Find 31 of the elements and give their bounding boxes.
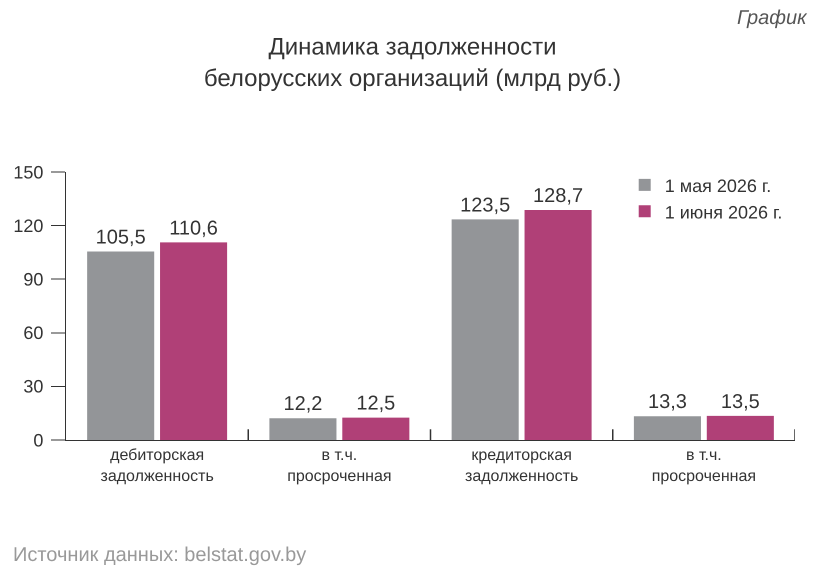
y-tick-label: 120 xyxy=(13,216,44,236)
data-label: 13,3 xyxy=(648,391,687,414)
bar xyxy=(269,418,336,440)
data-label: 12,5 xyxy=(356,392,396,415)
x-tick-label: в т.ч. просроченная xyxy=(652,447,756,485)
bar xyxy=(452,219,519,440)
bar xyxy=(87,252,154,440)
x-tick-label: в т.ч. просроченная xyxy=(287,447,392,485)
bar xyxy=(342,418,410,440)
text: Источник данных: belstat.gov.by xyxy=(13,544,306,566)
data-label: 128,7 xyxy=(533,185,584,208)
chart-title: Динамика задолженности белорусских организаций (млрд руб.) xyxy=(204,34,622,92)
bar xyxy=(634,416,701,440)
text: График xyxy=(737,7,808,29)
data-label: 123,5 xyxy=(460,194,510,216)
x-tick-label: кредиторская задолженность xyxy=(464,447,578,485)
y-tick-label: 30 xyxy=(23,376,44,397)
y-tick-label: 0 xyxy=(33,430,44,450)
y-tick-label: 60 xyxy=(23,323,44,344)
x-tick-label: дебиторская задолженность xyxy=(100,447,214,485)
bar xyxy=(524,210,592,440)
data-label: 13,5 xyxy=(720,390,760,413)
data-label: 105,5 xyxy=(96,226,146,249)
data-label: 12,2 xyxy=(283,393,322,416)
legend-label: 1 июня 2026 г. xyxy=(664,202,782,222)
bar xyxy=(160,242,228,440)
legend-label: 1 мая 2026 г. xyxy=(664,176,772,196)
bar xyxy=(706,416,774,440)
data-label: 110,6 xyxy=(169,217,218,240)
y-tick-label: 90 xyxy=(23,270,44,290)
y-tick-label: 150 xyxy=(13,162,44,182)
